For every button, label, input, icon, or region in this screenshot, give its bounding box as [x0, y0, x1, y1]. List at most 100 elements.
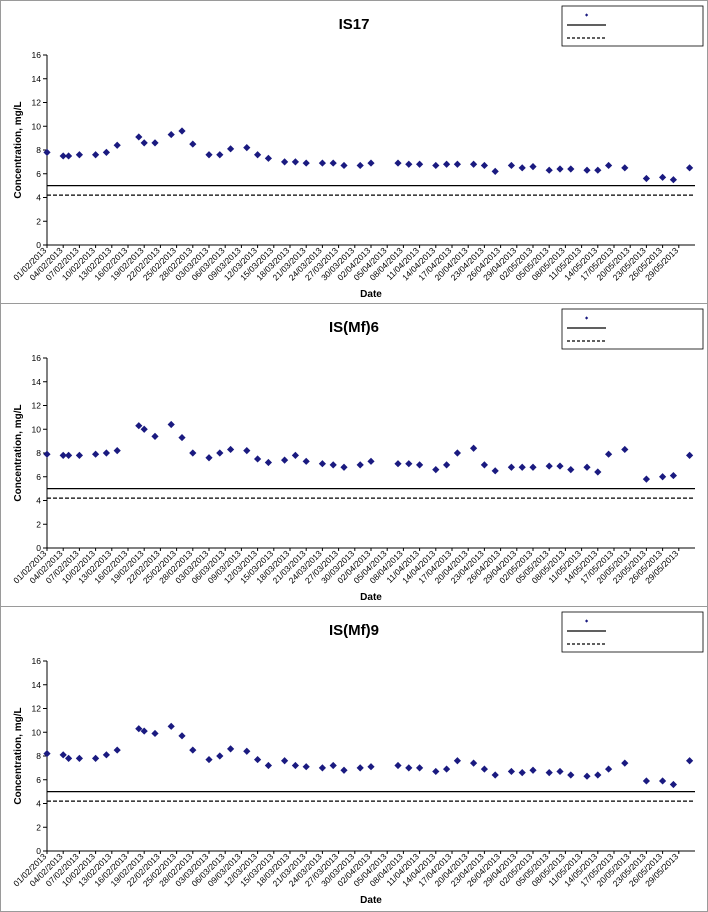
y-tick-label: 14: [32, 680, 42, 690]
data-point: [518, 164, 526, 172]
y-tick-label: 4: [36, 193, 41, 203]
data-point: [556, 165, 564, 173]
data-point: [113, 447, 121, 455]
data-point: [340, 463, 348, 471]
y-tick-label: 8: [36, 145, 41, 155]
data-point: [205, 151, 213, 159]
data-point: [189, 449, 197, 457]
chart-title: IS(Mf)9: [329, 622, 379, 639]
y-axis-label: Concentration, mg/L: [13, 707, 24, 804]
y-tick-label: 0: [36, 543, 41, 553]
data-point: [686, 451, 694, 459]
data-point: [518, 769, 526, 777]
legend-marker-diamond: [585, 13, 589, 17]
data-point: [167, 130, 175, 139]
data-point: [340, 766, 348, 774]
y-tick-label: 4: [36, 799, 41, 809]
data-point: [43, 750, 51, 758]
legend: [561, 308, 704, 350]
data-point: [189, 140, 197, 148]
y-tick-label: 2: [36, 216, 41, 226]
data-point: [529, 463, 537, 471]
y-tick-label: 4: [36, 496, 41, 506]
y-tick-label: 16: [32, 353, 42, 363]
data-point: [567, 165, 575, 173]
x-axis-label: Date: [360, 289, 382, 300]
y-tick-label: 12: [32, 98, 42, 108]
data-point: [227, 745, 235, 753]
data-point: [167, 722, 175, 730]
data-point: [59, 152, 67, 160]
data-point: [507, 767, 515, 776]
data-point: [216, 151, 224, 159]
y-tick-label: 6: [36, 472, 41, 482]
data-point: [642, 475, 650, 483]
data-point: [65, 152, 73, 160]
data-point: [405, 460, 413, 468]
y-axis-label: Concentration, mg/L: [13, 101, 24, 198]
y-tick-label: 12: [32, 704, 42, 714]
data-point: [583, 463, 591, 471]
data-point: [491, 167, 499, 175]
data-point: [65, 754, 73, 762]
chart-is17: IS17024681012141601/02/201304/02/201307/…: [11, 5, 704, 300]
data-point: [480, 765, 488, 773]
data-point: [491, 771, 499, 779]
data-point: [140, 139, 148, 147]
x-axis-label: Date: [360, 592, 382, 603]
data-point: [92, 450, 100, 458]
data-point: [642, 777, 650, 785]
data-point: [416, 160, 424, 168]
data-point: [135, 725, 143, 733]
data-point: [302, 763, 310, 771]
data-point: [254, 755, 262, 764]
chart-title: IS(Mf)6: [329, 319, 379, 336]
y-tick-label: 10: [32, 424, 42, 434]
y-axis-label: Concentration, mg/L: [13, 404, 24, 501]
data-point: [281, 158, 289, 166]
data-point: [281, 456, 289, 464]
legend-box: [561, 5, 704, 47]
data-point: [583, 166, 591, 174]
data-point: [518, 463, 526, 471]
chart-is-mf-9: IS(Mf)9024681012141601/02/201304/02/2013…: [11, 611, 704, 906]
data-point: [529, 163, 537, 171]
data-point: [605, 765, 613, 773]
data-point: [59, 751, 67, 759]
data-point: [529, 766, 537, 774]
data-point: [302, 457, 310, 465]
data-point: [216, 449, 224, 457]
y-tick-label: 0: [36, 846, 41, 856]
data-point: [405, 160, 413, 168]
legend-marker-diamond: [585, 316, 589, 320]
y-tick-label: 16: [32, 50, 42, 60]
y-tick-label: 14: [32, 74, 42, 84]
data-point: [594, 771, 602, 779]
chart-panel-is-mf-6: IS(Mf)6 0 2 4 6 8 10 12 14 16 01/02/2013 04/02/2013…: [0, 303, 708, 607]
data-point: [243, 144, 251, 152]
data-point: [443, 160, 451, 168]
data-point: [264, 154, 272, 162]
data-point: [567, 466, 575, 474]
data-point: [659, 473, 667, 481]
data-point: [367, 159, 375, 167]
data-point: [318, 460, 326, 468]
chart-panel-is-mf-9: IS(Mf)9 0 2 4 6 8 10 12 14 16 01/02/2013 04/02/2013…: [0, 606, 708, 912]
data-point: [140, 425, 148, 433]
y-tick-label: 6: [36, 775, 41, 785]
data-point: [135, 133, 143, 141]
data-point: [92, 151, 100, 159]
data-point: [167, 420, 175, 429]
data-point: [443, 765, 451, 773]
data-point: [178, 433, 186, 442]
data-point: [178, 127, 186, 135]
legend-marker-diamond: [585, 619, 589, 623]
legend-box: [561, 611, 704, 653]
data-point: [189, 746, 197, 754]
data-point: [443, 461, 451, 469]
data-point: [480, 461, 488, 469]
data-point: [621, 445, 629, 454]
y-tick-label: 10: [32, 727, 42, 737]
data-point: [340, 161, 348, 170]
data-point: [394, 460, 402, 468]
